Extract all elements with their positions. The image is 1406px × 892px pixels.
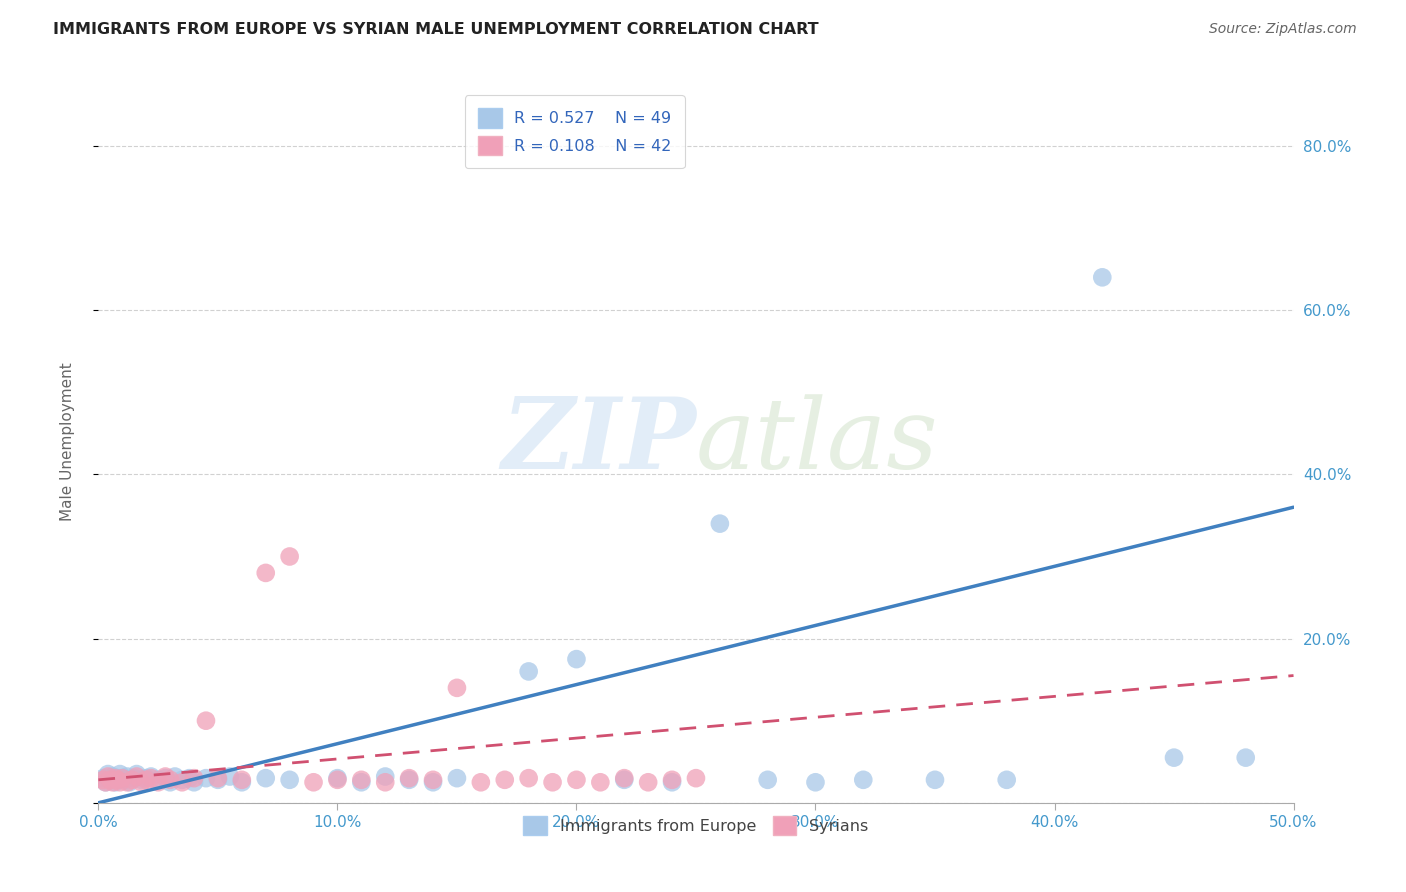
Point <box>172 775 194 789</box>
Point <box>139 771 162 785</box>
Point <box>97 767 120 781</box>
Point <box>148 775 170 789</box>
Text: ZIP: ZIP <box>501 393 696 490</box>
Point <box>163 770 186 784</box>
Text: atlas: atlas <box>696 394 939 489</box>
Point <box>661 772 683 787</box>
Point <box>114 772 136 787</box>
Point <box>326 772 349 787</box>
Point <box>195 714 218 728</box>
Point <box>756 772 779 787</box>
Point <box>398 772 420 787</box>
Point <box>155 770 177 784</box>
Point <box>1234 750 1257 764</box>
Point <box>219 770 242 784</box>
Point <box>231 772 253 787</box>
Point <box>111 771 134 785</box>
Point <box>97 770 120 784</box>
Point <box>398 771 420 785</box>
Point <box>231 775 253 789</box>
Point <box>494 772 516 787</box>
Point <box>135 772 157 787</box>
Point <box>374 770 396 784</box>
Point <box>131 775 153 789</box>
Y-axis label: Male Unemployment: Male Unemployment <box>60 362 75 521</box>
Point <box>350 775 373 789</box>
Point <box>565 652 588 666</box>
Point <box>207 772 229 787</box>
Point <box>517 665 540 679</box>
Point <box>589 775 612 789</box>
Point <box>278 549 301 564</box>
Point <box>115 770 138 784</box>
Legend: Immigrants from Europe, Syrians: Immigrants from Europe, Syrians <box>517 810 875 842</box>
Point <box>91 771 114 785</box>
Point <box>709 516 731 531</box>
Point <box>685 771 707 785</box>
Point <box>101 775 124 789</box>
Point <box>541 775 564 789</box>
Point <box>374 775 396 789</box>
Point <box>517 771 540 785</box>
Point <box>422 775 444 789</box>
Point <box>1163 750 1185 764</box>
Point <box>131 772 153 787</box>
Point <box>852 772 875 787</box>
Point <box>121 772 143 787</box>
Point <box>159 772 181 787</box>
Point <box>94 775 117 789</box>
Point <box>613 771 636 785</box>
Point <box>94 775 117 789</box>
Point <box>661 775 683 789</box>
Point <box>135 771 157 785</box>
Point <box>98 772 122 787</box>
Point <box>254 771 277 785</box>
Point <box>179 771 201 785</box>
Point <box>254 566 277 580</box>
Point <box>139 770 162 784</box>
Point <box>104 775 127 789</box>
Point <box>446 681 468 695</box>
Point <box>101 770 124 784</box>
Point <box>104 771 127 785</box>
Point <box>115 775 138 789</box>
Point <box>98 772 122 787</box>
Point <box>118 775 141 789</box>
Point <box>107 771 129 785</box>
Point <box>107 772 129 787</box>
Point <box>326 771 349 785</box>
Point <box>111 771 134 785</box>
Point <box>155 771 177 785</box>
Point <box>172 772 194 787</box>
Point <box>183 775 205 789</box>
Point <box>613 772 636 787</box>
Point <box>124 771 146 785</box>
Point <box>125 770 148 784</box>
Point <box>422 772 444 787</box>
Point <box>470 775 492 789</box>
Point <box>125 767 148 781</box>
Point <box>804 775 827 789</box>
Point <box>108 767 131 781</box>
Point <box>207 771 229 785</box>
Point <box>108 775 131 789</box>
Point <box>565 772 588 787</box>
Point <box>924 772 946 787</box>
Point <box>159 775 181 789</box>
Point <box>183 771 205 785</box>
Point <box>148 772 170 787</box>
Point <box>446 771 468 785</box>
Point <box>995 772 1018 787</box>
Point <box>195 771 218 785</box>
Point <box>278 772 301 787</box>
Text: IMMIGRANTS FROM EUROPE VS SYRIAN MALE UNEMPLOYMENT CORRELATION CHART: IMMIGRANTS FROM EUROPE VS SYRIAN MALE UN… <box>53 22 820 37</box>
Point <box>302 775 325 789</box>
Point <box>91 772 114 787</box>
Point <box>350 772 373 787</box>
Text: Source: ZipAtlas.com: Source: ZipAtlas.com <box>1209 22 1357 37</box>
Point <box>637 775 659 789</box>
Point <box>1091 270 1114 285</box>
